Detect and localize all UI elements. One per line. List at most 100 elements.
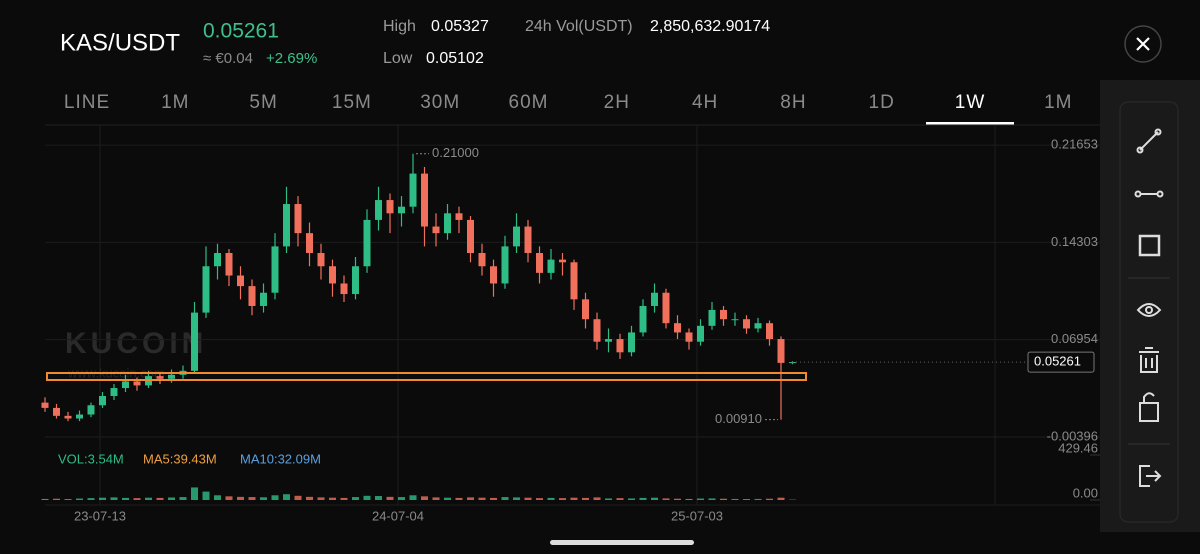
volume-bar (191, 487, 198, 500)
candle-body (76, 414, 83, 419)
tab[interactable]: 1M (1044, 92, 1072, 113)
candle-body (168, 374, 175, 379)
x-tick-label: 24-07-04 (372, 508, 424, 523)
volume-bar (524, 497, 532, 500)
tool-line-end[interactable] (1154, 128, 1162, 136)
volume-bar (41, 498, 49, 500)
close-button[interactable] (1124, 25, 1162, 63)
volume-bar (260, 497, 267, 500)
volume-tick-label: 0.00 (1073, 485, 1098, 500)
tool-exit[interactable] (1139, 465, 1162, 487)
high: 0.05327 (431, 18, 489, 35)
tool-hline-end[interactable] (1156, 190, 1164, 198)
tab[interactable]: 2H (604, 92, 630, 113)
drawn-rectangle[interactable] (46, 372, 807, 381)
volume-bar (593, 497, 601, 500)
volume-bar (110, 497, 118, 500)
fiat-price: ≈ €0.04 (203, 50, 253, 67)
candle-body (53, 407, 60, 416)
tool-eye[interactable] (1136, 303, 1162, 317)
candle-body (248, 286, 256, 306)
tab[interactable]: 60M (509, 92, 549, 113)
tool-delete[interactable] (1139, 347, 1159, 373)
tool-hline-end[interactable] (1134, 190, 1142, 198)
candle-body (87, 405, 95, 415)
pair: KAS/USDT (60, 29, 180, 56)
tab[interactable]: LINE (64, 92, 110, 113)
candle-body (743, 319, 750, 329)
candle-body (467, 219, 474, 254)
volume-bar (536, 498, 543, 500)
tool-line[interactable] (1139, 131, 1159, 151)
volume-bar (570, 497, 578, 500)
volume-bar (53, 498, 60, 500)
tab[interactable]: 1D (869, 92, 895, 113)
volume-bar (340, 497, 348, 500)
candle-body (444, 213, 451, 234)
tab[interactable]: 4H (692, 92, 718, 113)
candle-body (214, 253, 221, 267)
candle-body (455, 213, 463, 220)
volume-bar (386, 496, 394, 500)
candle-body (639, 305, 647, 333)
candle-body (777, 339, 785, 363)
candle-body (536, 253, 543, 273)
tool-eye-pupil[interactable] (1145, 306, 1153, 314)
volume-bar (628, 498, 635, 500)
volume-bar (363, 495, 371, 500)
volume-bar (582, 497, 589, 500)
volume-bar (743, 499, 750, 500)
volume-bar (685, 498, 693, 500)
candle-body (110, 388, 118, 396)
vol: 2,850,632.90174 (650, 18, 770, 35)
candle-body (697, 325, 704, 342)
tab[interactable]: 8H (780, 92, 806, 113)
candle-body (754, 323, 762, 329)
volume-bar (605, 498, 612, 500)
close-icon[interactable] (1136, 37, 1150, 51)
candle-body (524, 226, 532, 254)
candle-body (651, 292, 658, 306)
tool-rect[interactable] (1138, 234, 1161, 257)
tab[interactable]: 5M (249, 92, 277, 113)
candle-body (340, 283, 348, 295)
candle-body (317, 253, 325, 267)
volume-bar (225, 496, 233, 500)
candle-body (432, 226, 440, 234)
low: 0.05102 (426, 50, 484, 67)
tab[interactable]: 1M (161, 92, 189, 113)
change: +2.69% (266, 50, 317, 67)
candle-body (329, 266, 336, 284)
volume-bar (352, 497, 359, 500)
close-circle[interactable] (1124, 25, 1162, 63)
candle-body (628, 332, 635, 353)
volume-tick-label: 429.46 (1058, 440, 1098, 455)
volume-bar (214, 495, 221, 500)
candle-body (122, 381, 129, 389)
candle-body (513, 226, 520, 247)
tab[interactable]: 1W (955, 92, 986, 113)
tabs: LINE 1M 5M 15M 30M 60M 2H 4H 8H 1D 1W 1M (64, 92, 1072, 125)
candle-body (133, 381, 141, 386)
ma10-label: MA10:32.09M (240, 451, 321, 466)
tab-underline (926, 122, 1014, 125)
candle-body (559, 259, 566, 263)
tab[interactable]: 30M (420, 92, 460, 113)
volume-bar (398, 497, 405, 500)
volume-bar (271, 495, 279, 500)
candle-body (156, 376, 164, 379)
tab[interactable]: 15M (332, 92, 372, 113)
y-tick-label: 0.21653 (1051, 137, 1098, 152)
tool-lock[interactable] (1139, 392, 1159, 422)
volume-bar (294, 495, 302, 500)
candle-body (409, 173, 417, 207)
volume-bar (329, 497, 336, 500)
ma5-label: MA5:39.43M (143, 451, 217, 466)
candle-body (294, 204, 302, 234)
tool-line-end[interactable] (1136, 146, 1144, 154)
candle-body (191, 312, 198, 371)
volume-bar (639, 497, 647, 500)
